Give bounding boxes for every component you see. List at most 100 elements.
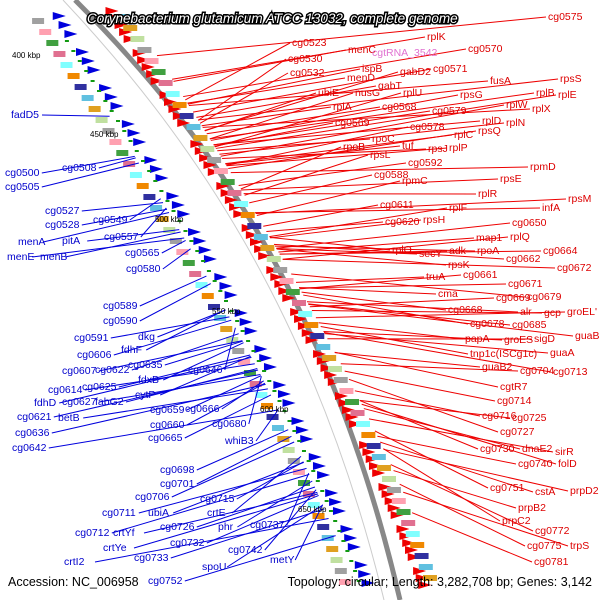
feature-block [189, 271, 202, 277]
gene-arrow-reverse [177, 210, 191, 218]
gene-arrow-forward [362, 448, 376, 456]
gene-label-reverse: cg0742 [228, 544, 263, 556]
gene-arrow-forward [407, 553, 421, 561]
label-leader-line [157, 309, 226, 338]
tick-mark [153, 180, 158, 182]
label-leader-line [298, 287, 437, 295]
feature-block [339, 388, 354, 394]
gene-arrow-forward [258, 252, 272, 260]
label-leader-line [83, 388, 268, 419]
gene-label-reverse: cg0621 [17, 411, 52, 423]
gene-label-forward: cg0772 [535, 525, 570, 537]
label-leader-line [225, 145, 401, 165]
gene-label-reverse: ubiA [148, 507, 169, 519]
gene-arrow-reverse [224, 291, 238, 299]
gene-label-reverse: cg0660 [150, 419, 185, 431]
gene-arrow-forward [114, 21, 128, 29]
tick-mark [140, 160, 145, 162]
gene-label-forward: menD [347, 72, 375, 84]
gene-arrow-forward [418, 581, 432, 589]
gene-label-reverse: fdhF [121, 344, 142, 356]
gene-label-reverse: dkg [138, 331, 155, 343]
gene-arrow-reverse [203, 255, 217, 263]
tick-mark [195, 250, 200, 252]
gene-label-reverse: cg0508 [62, 162, 97, 174]
feature-block [405, 531, 420, 537]
label-leader-line [221, 380, 264, 410]
gene-arrow-reverse [121, 120, 135, 128]
feature-block [273, 267, 288, 273]
tick-mark [262, 370, 267, 372]
feature-block [287, 458, 300, 464]
tick-mark [224, 300, 228, 302]
feature-block [355, 421, 370, 427]
feature-block [292, 469, 305, 475]
gene-label-forward: alr [520, 306, 532, 318]
gene-label-forward: cg0523 [292, 37, 327, 49]
gene-label-reverse: cg0715 [200, 493, 235, 505]
label-leader-line [206, 106, 381, 135]
gene-label-reverse: cg0614 [48, 384, 83, 396]
gene-arrow-forward [245, 231, 259, 239]
gene-arrow-forward [324, 371, 338, 379]
feature-block [297, 480, 310, 486]
feature-block [179, 113, 194, 119]
gene-arrow-forward [282, 294, 296, 302]
gene-label-forward: rplN [506, 117, 525, 129]
tick-mark [134, 150, 139, 152]
gene-arrow-reverse [344, 534, 358, 542]
gene-label-forward: cg0671 [508, 278, 543, 290]
feature-block [381, 476, 396, 482]
label-leader-line [237, 480, 313, 528]
gene-label-reverse: whiB3 [224, 435, 254, 447]
tick-mark [147, 170, 152, 172]
gene-label-reverse: cg0528 [45, 219, 80, 231]
feature-block [130, 36, 145, 42]
tick-mark [128, 140, 133, 142]
feature-block [109, 139, 122, 145]
gene-label-reverse: crtYf [113, 527, 135, 539]
label-leader-line [197, 78, 559, 121]
label-leader-line [185, 42, 291, 101]
gene-arrow-reverse [155, 174, 169, 182]
label-leader-line [202, 108, 531, 128]
tick-mark [218, 290, 223, 292]
gene-label-forward: rplU [403, 87, 422, 99]
tick-mark [301, 450, 306, 452]
gene-label-forward: rpmC [402, 175, 428, 187]
gene-label-reverse: cg0591 [74, 332, 109, 344]
label-leader-line [209, 92, 354, 140]
reverse-gene-labels: fadD5 cg0508 cg0500 cg0505 cg0527 cg0528 cg054… [5, 109, 295, 587]
gene-label-forward: dnaE2 [522, 443, 553, 455]
gene-label-reverse: cg0706 [135, 491, 170, 503]
accession-text: Accession: NC_006958 [8, 575, 139, 589]
gene-arrow-forward [203, 161, 217, 169]
gene-arrow-reverse [219, 282, 233, 290]
gene-arrow-reverse [166, 192, 180, 200]
label-leader-line [334, 352, 481, 368]
gene-arrow-forward [278, 287, 292, 295]
forward-gene-labels: cg0575 rplK cg0570 cg0523 cg0530 menC ispB cg05… [288, 11, 600, 568]
label-leader-line [199, 72, 289, 124]
label-leader-line [282, 258, 556, 269]
feature-block [255, 392, 268, 398]
gene-label-forward: cgtR7 [500, 381, 528, 393]
gene-label-forward: cg0664 [543, 245, 578, 257]
gene-label-forward: cg0530 [288, 53, 323, 65]
label-leader-line [368, 418, 554, 453]
gene-label-reverse: cg0500 [5, 167, 40, 179]
tick-mark [183, 230, 188, 232]
gene-label-forward: cg0575 [548, 11, 583, 23]
gene-label-forward: gcp [544, 307, 561, 319]
label-leader-line [210, 94, 459, 141]
tick-mark [287, 420, 292, 422]
gene-label-forward: guaB3 [575, 330, 600, 342]
gene-arrow-reverse [340, 525, 354, 533]
gene-arrow-forward [216, 182, 230, 190]
gene-arrow-reverse [244, 327, 258, 335]
tick-mark [201, 260, 206, 262]
reverse-label-lines [32, 114, 336, 582]
gene-label-forward: rplA [333, 101, 352, 113]
gene-arrow-reverse [52, 12, 66, 20]
gene-arrow-forward [224, 196, 238, 204]
